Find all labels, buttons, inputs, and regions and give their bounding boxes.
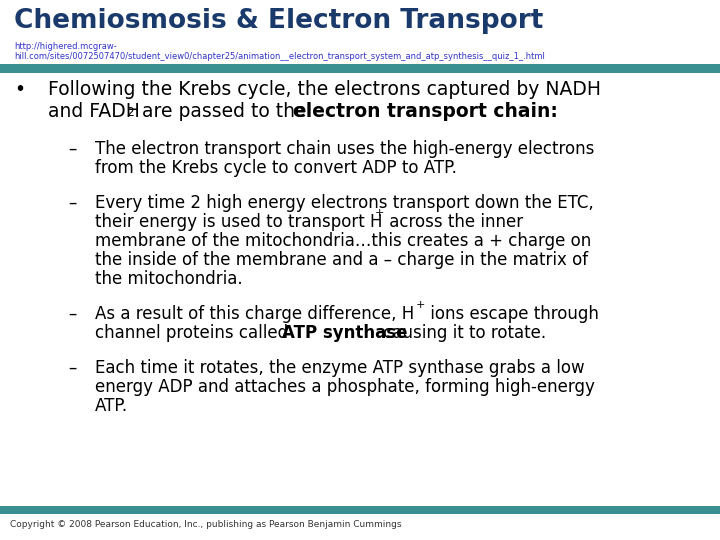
Text: membrane of the mitochondria…this creates a + charge on: membrane of the mitochondria…this create… [95,232,591,250]
Text: causing it to rotate.: causing it to rotate. [378,324,546,342]
Text: The electron transport chain uses the high-energy electrons: The electron transport chain uses the hi… [95,140,595,158]
Text: their energy is used to transport H: their energy is used to transport H [95,213,382,231]
Text: from the Krebs cycle to convert ADP to ATP.: from the Krebs cycle to convert ADP to A… [95,159,457,177]
Text: +: + [375,208,384,218]
Text: electron transport chain:: electron transport chain: [293,102,558,121]
Text: Chemiosmosis & Electron Transport: Chemiosmosis & Electron Transport [14,8,544,34]
Text: Each time it rotates, the enzyme ATP synthase grabs a low: Each time it rotates, the enzyme ATP syn… [95,359,585,377]
Text: +: + [416,300,426,310]
Text: –: – [68,305,76,323]
Text: ions escape through: ions escape through [425,305,599,323]
Text: As a result of this charge difference, H: As a result of this charge difference, H [95,305,414,323]
Bar [0,64,720,73]
Text: –: – [68,140,76,158]
Text: http://highered.mcgraw-: http://highered.mcgraw- [14,42,117,51]
Text: ATP.: ATP. [95,397,128,415]
Text: energy ADP and attaches a phosphate, forming high-energy: energy ADP and attaches a phosphate, for… [95,378,595,396]
Text: Following the Krebs cycle, the electrons captured by NADH: Following the Krebs cycle, the electrons… [48,80,601,99]
Text: ATP synthase: ATP synthase [282,324,408,342]
Text: the inside of the membrane and a – charge in the matrix of: the inside of the membrane and a – charg… [95,251,588,269]
Text: hill.com/sites/0072507470/student_view0/chapter25/animation__electron_transport_: hill.com/sites/0072507470/student_view0/… [14,52,545,61]
Text: channel proteins called: channel proteins called [95,324,293,342]
Text: •: • [14,80,25,99]
Text: are passed to the: are passed to the [136,102,312,121]
Text: –: – [68,194,76,212]
Bar [0,506,720,514]
Text: across the inner: across the inner [384,213,523,231]
Text: the mitochondria.: the mitochondria. [95,270,243,288]
Text: Every time 2 high energy electrons transport down the ETC,: Every time 2 high energy electrons trans… [95,194,594,212]
Text: –: – [68,359,76,377]
Text: and FADH: and FADH [48,102,140,121]
Text: Copyright © 2008 Pearson Education, Inc., publishing as Pearson Benjamin Cumming: Copyright © 2008 Pearson Education, Inc.… [10,520,402,529]
Text: 2: 2 [126,106,134,119]
